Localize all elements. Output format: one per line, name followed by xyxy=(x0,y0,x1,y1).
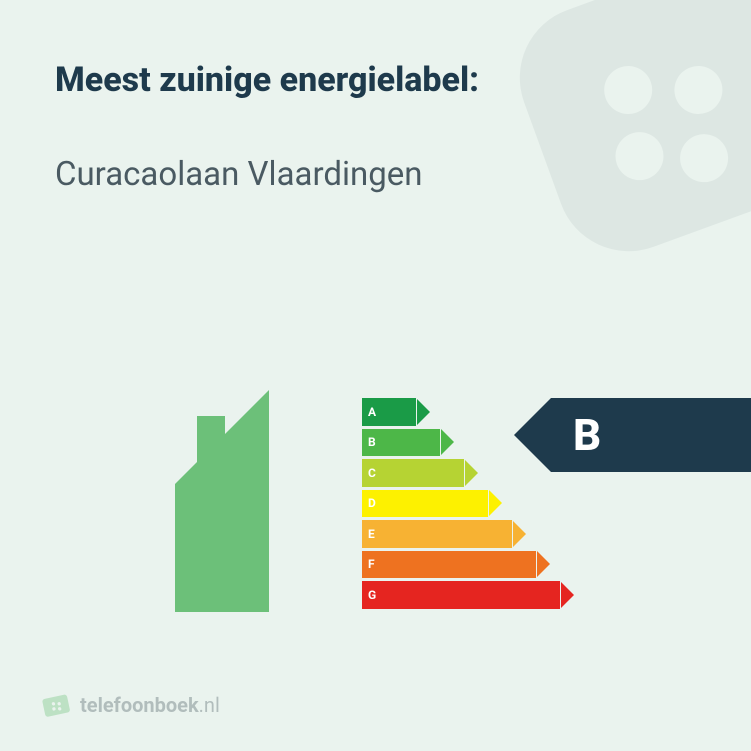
energy-label-chart: A B C D E F G B xyxy=(0,360,751,630)
page-subtitle: Curacaolaan Vlaardingen xyxy=(55,155,696,194)
footer-brand-light: .nl xyxy=(199,693,220,717)
result-letter: B xyxy=(573,409,601,461)
bar-label: F xyxy=(368,557,375,571)
bar-label: B xyxy=(368,435,376,449)
bar-label: A xyxy=(368,405,376,419)
energy-bar-e: E xyxy=(362,520,560,548)
bar-label: E xyxy=(368,527,375,541)
bar-label: G xyxy=(368,588,376,602)
energy-bar-d: D xyxy=(362,490,560,518)
chevron-right-icon xyxy=(561,582,574,608)
energy-bar-g: G xyxy=(362,581,560,609)
chevron-right-icon xyxy=(489,490,502,516)
page-title: Meest zuinige energielabel: xyxy=(55,60,696,100)
footer-brand: telefoonboek.nl xyxy=(80,693,220,717)
chevron-right-icon xyxy=(537,551,550,577)
chevron-right-icon xyxy=(465,460,478,486)
bar-label: C xyxy=(368,466,376,480)
energy-bar-f: F xyxy=(362,551,560,579)
house-icon xyxy=(175,390,365,619)
chevron-right-icon xyxy=(417,399,430,425)
footer-brand-bold: telefoonboek xyxy=(80,693,199,717)
footer-logo-icon xyxy=(42,691,70,719)
content-area: Meest zuinige energielabel: Curacaolaan … xyxy=(0,0,751,194)
footer: telefoonboek.nl xyxy=(42,691,220,719)
chevron-right-icon xyxy=(441,429,454,455)
bar-label: D xyxy=(368,496,376,510)
chevron-right-icon xyxy=(513,521,526,547)
result-badge: B xyxy=(551,398,751,472)
